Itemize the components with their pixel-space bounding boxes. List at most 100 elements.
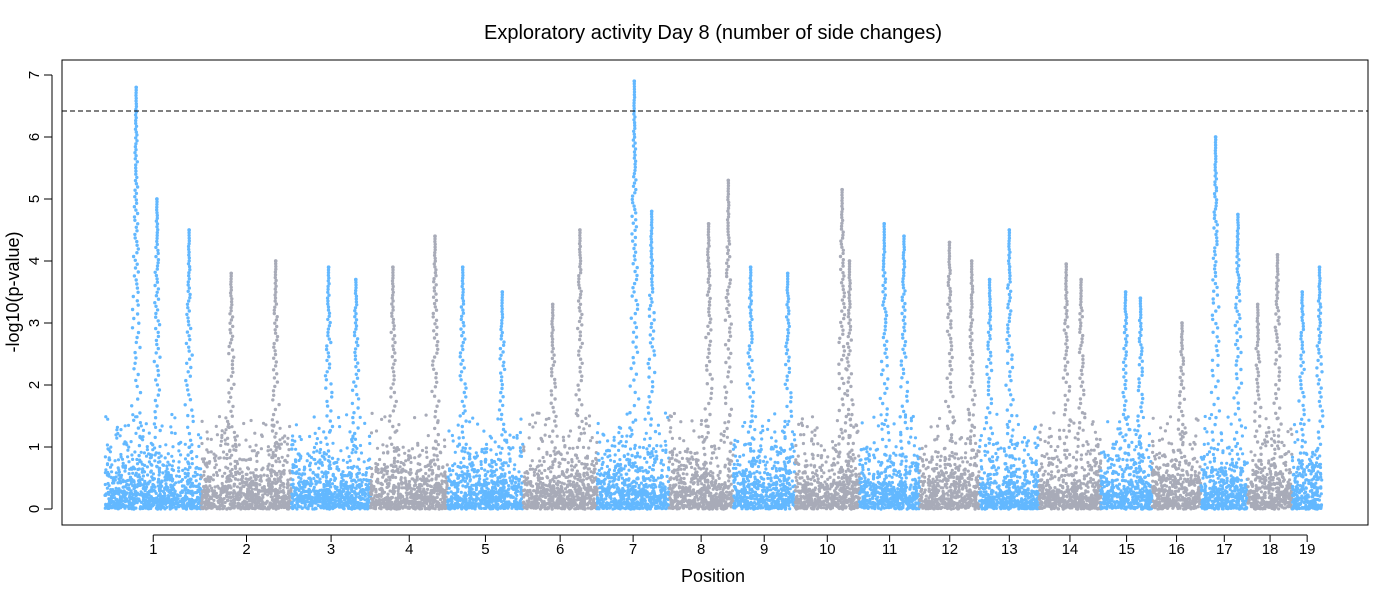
snp-point	[357, 457, 361, 461]
snp-point	[313, 431, 317, 435]
snp-point	[315, 497, 319, 501]
snp-point	[104, 415, 108, 419]
snp-point	[156, 261, 160, 265]
snp-point	[229, 331, 233, 335]
snp-point	[126, 423, 131, 427]
snp-point	[361, 489, 365, 493]
snp-point	[183, 475, 187, 479]
snp-point	[416, 441, 420, 445]
snp-point	[116, 458, 121, 462]
snp-point	[103, 493, 108, 497]
snp-point	[139, 424, 143, 428]
snp-point	[337, 415, 341, 420]
snp-point	[459, 370, 464, 374]
snp-point	[130, 404, 134, 408]
snp-point	[557, 450, 561, 454]
snp-point	[186, 289, 190, 293]
snp-point	[380, 491, 384, 495]
snp-point	[216, 484, 220, 488]
snp-point	[432, 394, 437, 398]
snp-point	[515, 477, 519, 481]
snp-point	[500, 304, 504, 308]
snp-point	[189, 483, 194, 488]
snp-point	[259, 489, 263, 493]
snp-point	[390, 296, 394, 300]
snp-point	[393, 351, 397, 355]
snp-point	[335, 496, 339, 500]
snp-point	[498, 451, 503, 455]
snp-point	[119, 455, 123, 459]
snp-point	[515, 493, 519, 497]
snp-point	[123, 440, 127, 444]
snp-point	[407, 449, 411, 453]
snp-point	[321, 475, 325, 479]
snp-point	[436, 443, 440, 447]
snp-point	[413, 456, 417, 460]
snp-point	[337, 490, 341, 494]
snp-point	[459, 378, 463, 382]
snp-point	[197, 444, 201, 448]
snp-point	[155, 197, 159, 201]
snp-point	[275, 380, 280, 384]
snp-point	[394, 475, 398, 480]
snp-point	[272, 356, 276, 360]
snp-point	[192, 506, 196, 510]
snp-point	[500, 382, 504, 387]
snp-point	[358, 443, 363, 448]
snp-point	[287, 448, 291, 452]
snp-point	[194, 466, 198, 470]
snp-point	[507, 470, 511, 474]
snp-point	[134, 201, 139, 205]
snp-point	[568, 429, 573, 433]
snp-point	[407, 479, 412, 484]
snp-point	[293, 492, 297, 496]
snp-point	[391, 382, 395, 386]
snp-point	[353, 309, 357, 313]
snp-point	[182, 484, 186, 488]
snp-point	[191, 414, 195, 418]
snp-point	[274, 459, 278, 463]
snp-point	[391, 424, 395, 429]
snp-point	[134, 172, 138, 176]
snp-point	[209, 437, 213, 441]
snp-point	[325, 370, 329, 374]
snp-point	[163, 456, 167, 460]
snp-point	[132, 367, 136, 371]
snp-point	[327, 293, 331, 297]
snp-point	[327, 366, 332, 370]
snp-point	[417, 454, 421, 458]
snp-point	[513, 480, 518, 485]
snp-point	[105, 463, 110, 467]
snp-point	[582, 427, 586, 431]
snp-point	[426, 463, 430, 467]
snp-point	[142, 470, 147, 474]
snp-point	[171, 468, 176, 472]
snp-point	[376, 480, 380, 484]
snp-point	[462, 456, 466, 460]
snp-point	[250, 487, 254, 491]
snp-point	[463, 446, 467, 450]
snp-point	[548, 454, 553, 458]
snp-point	[188, 491, 192, 495]
snp-point	[433, 265, 437, 269]
snp-point	[460, 344, 464, 348]
snp-point	[273, 454, 278, 458]
snp-point	[230, 359, 235, 363]
snp-point	[382, 462, 386, 467]
snp-point	[431, 295, 436, 299]
snp-point	[472, 506, 476, 510]
snp-point	[427, 468, 432, 472]
snp-point	[364, 486, 369, 490]
snp-point	[348, 430, 352, 434]
snp-point	[438, 486, 443, 490]
snp-point	[571, 446, 575, 450]
snp-point	[109, 445, 113, 449]
snp-point	[274, 284, 278, 288]
snp-point	[121, 480, 125, 484]
snp-point	[459, 362, 463, 366]
snp-point	[354, 486, 358, 490]
snp-point	[134, 136, 138, 140]
snp-point	[565, 451, 570, 455]
snp-point	[343, 498, 347, 502]
snp-point	[327, 311, 332, 315]
